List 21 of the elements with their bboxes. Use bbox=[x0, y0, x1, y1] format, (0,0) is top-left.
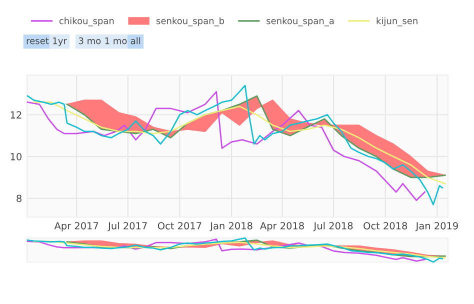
x-tick-label: Jul 2017 bbox=[108, 222, 147, 232]
x-tick-label: Oct 2017 bbox=[158, 222, 202, 230]
x-tick-label: Apr 2017 bbox=[54, 222, 98, 232]
x-tick-label: Jan 2018 bbox=[210, 222, 252, 232]
line-series bbox=[33, 102, 446, 184]
y-tick-label: 12 bbox=[10, 111, 22, 118]
y-tick-label: 8 bbox=[16, 194, 22, 202]
x-tick-label: Jul 2018 bbox=[313, 222, 353, 232]
x-tick-label: Jan 2019 bbox=[415, 222, 458, 232]
text: 1yr bbox=[53, 38, 67, 46]
text: 3 mo bbox=[78, 37, 101, 44]
legend-label: senkou_span_a bbox=[266, 17, 334, 26]
x-tick-label: Apr 2018 bbox=[260, 222, 304, 232]
y-tick-label: 10 bbox=[10, 152, 22, 160]
legend-label: senkou_span_b bbox=[156, 17, 224, 26]
text: 1 mo bbox=[105, 38, 127, 44]
text: all bbox=[130, 37, 140, 44]
text: reset bbox=[26, 38, 49, 44]
legend-label: kijun_sen bbox=[376, 17, 418, 26]
legend-label: chikou_span bbox=[59, 17, 114, 26]
x-tick-label: Oct 2018 bbox=[364, 222, 408, 230]
